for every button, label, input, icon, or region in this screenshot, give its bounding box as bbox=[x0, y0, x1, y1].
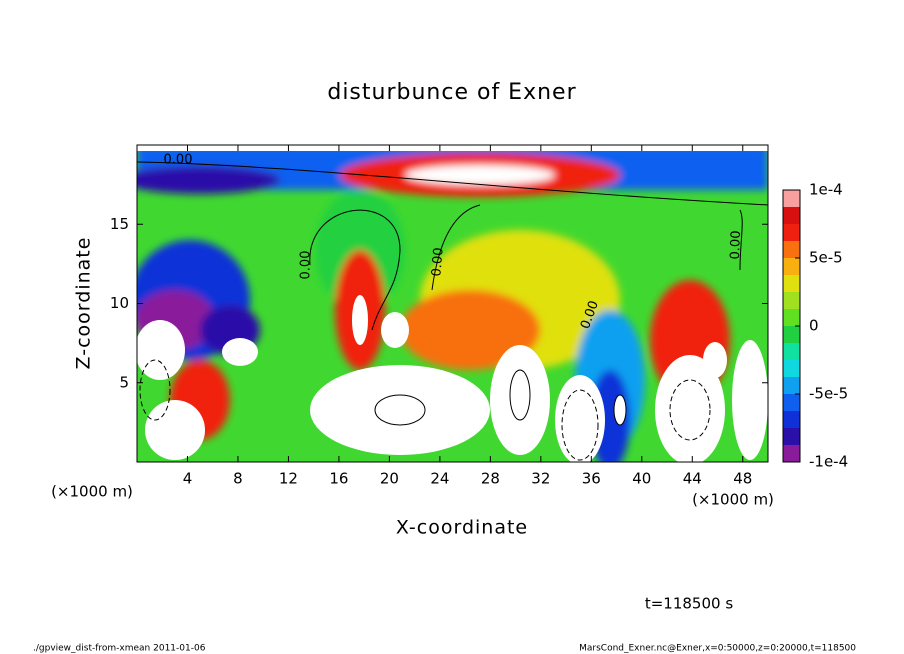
x-unit-label: (×1000 m) bbox=[692, 491, 774, 509]
x-tick-label: 8 bbox=[233, 470, 243, 488]
x-tick-label: 4 bbox=[183, 470, 193, 488]
colorbar-tick-label: 1e-4 bbox=[809, 181, 843, 199]
y-tick-label: 15 bbox=[110, 215, 129, 233]
x-tick-label: 40 bbox=[632, 470, 651, 488]
x-tick-label: 12 bbox=[279, 470, 298, 488]
x-tick-label: 16 bbox=[329, 470, 348, 488]
contour-label: 0.00 bbox=[429, 247, 446, 277]
x-tick-label: 20 bbox=[380, 470, 399, 488]
x-axis-label: X-coordinate bbox=[396, 517, 528, 539]
contour-field bbox=[137, 145, 768, 462]
footer-left: ./gpview_dist-from-xmean 2011-01-06 bbox=[33, 644, 206, 654]
colorbar-band bbox=[783, 394, 800, 411]
colorbar-band bbox=[783, 258, 800, 275]
colorbar-band bbox=[783, 224, 800, 241]
contour-label: 0.00 bbox=[299, 251, 314, 280]
y-tick-label: 10 bbox=[110, 294, 129, 312]
x-tick-label: 32 bbox=[531, 470, 550, 488]
colorbar-band bbox=[783, 428, 800, 445]
x-tick-label: 44 bbox=[683, 470, 702, 488]
contour-label: 0.00 bbox=[728, 230, 744, 259]
colorbar-band bbox=[783, 190, 800, 207]
y-tick-label: 5 bbox=[119, 373, 129, 391]
colorbar-tick-label: -5e-5 bbox=[809, 385, 848, 403]
colorbar-tick-label: -1e-4 bbox=[809, 453, 848, 471]
colorbar-band bbox=[783, 343, 800, 360]
chart-title: disturbunce of Exner bbox=[327, 80, 576, 105]
colorbar-band bbox=[783, 241, 800, 258]
x-unit-label: (×1000 m) bbox=[51, 483, 133, 501]
y-axis-label: Z-coordinate bbox=[73, 237, 95, 370]
colorbar-tick-label: 0 bbox=[809, 317, 819, 335]
colorbar-band bbox=[783, 292, 800, 309]
colorbar-band bbox=[783, 275, 800, 292]
annotation: t=118500 s bbox=[645, 595, 733, 613]
colorbar-band bbox=[783, 445, 800, 462]
colorbar-band bbox=[783, 326, 800, 343]
x-tick-label: 36 bbox=[582, 470, 601, 488]
colorbar-band bbox=[783, 309, 800, 326]
colorbar-tick-label: 5e-5 bbox=[809, 249, 843, 267]
x-tick-label: 48 bbox=[733, 470, 752, 488]
colorbar-band bbox=[783, 360, 800, 377]
contour-label: 0.00 bbox=[164, 153, 193, 168]
x-tick-label: 24 bbox=[430, 470, 449, 488]
colorbar-band bbox=[783, 411, 800, 428]
footer-right: MarsCond_Exner.nc@Exner,x=0:50000,z=0:20… bbox=[579, 644, 856, 654]
colorbar-band bbox=[783, 377, 800, 394]
colorbar-band bbox=[783, 207, 800, 224]
x-tick-label: 28 bbox=[481, 470, 500, 488]
